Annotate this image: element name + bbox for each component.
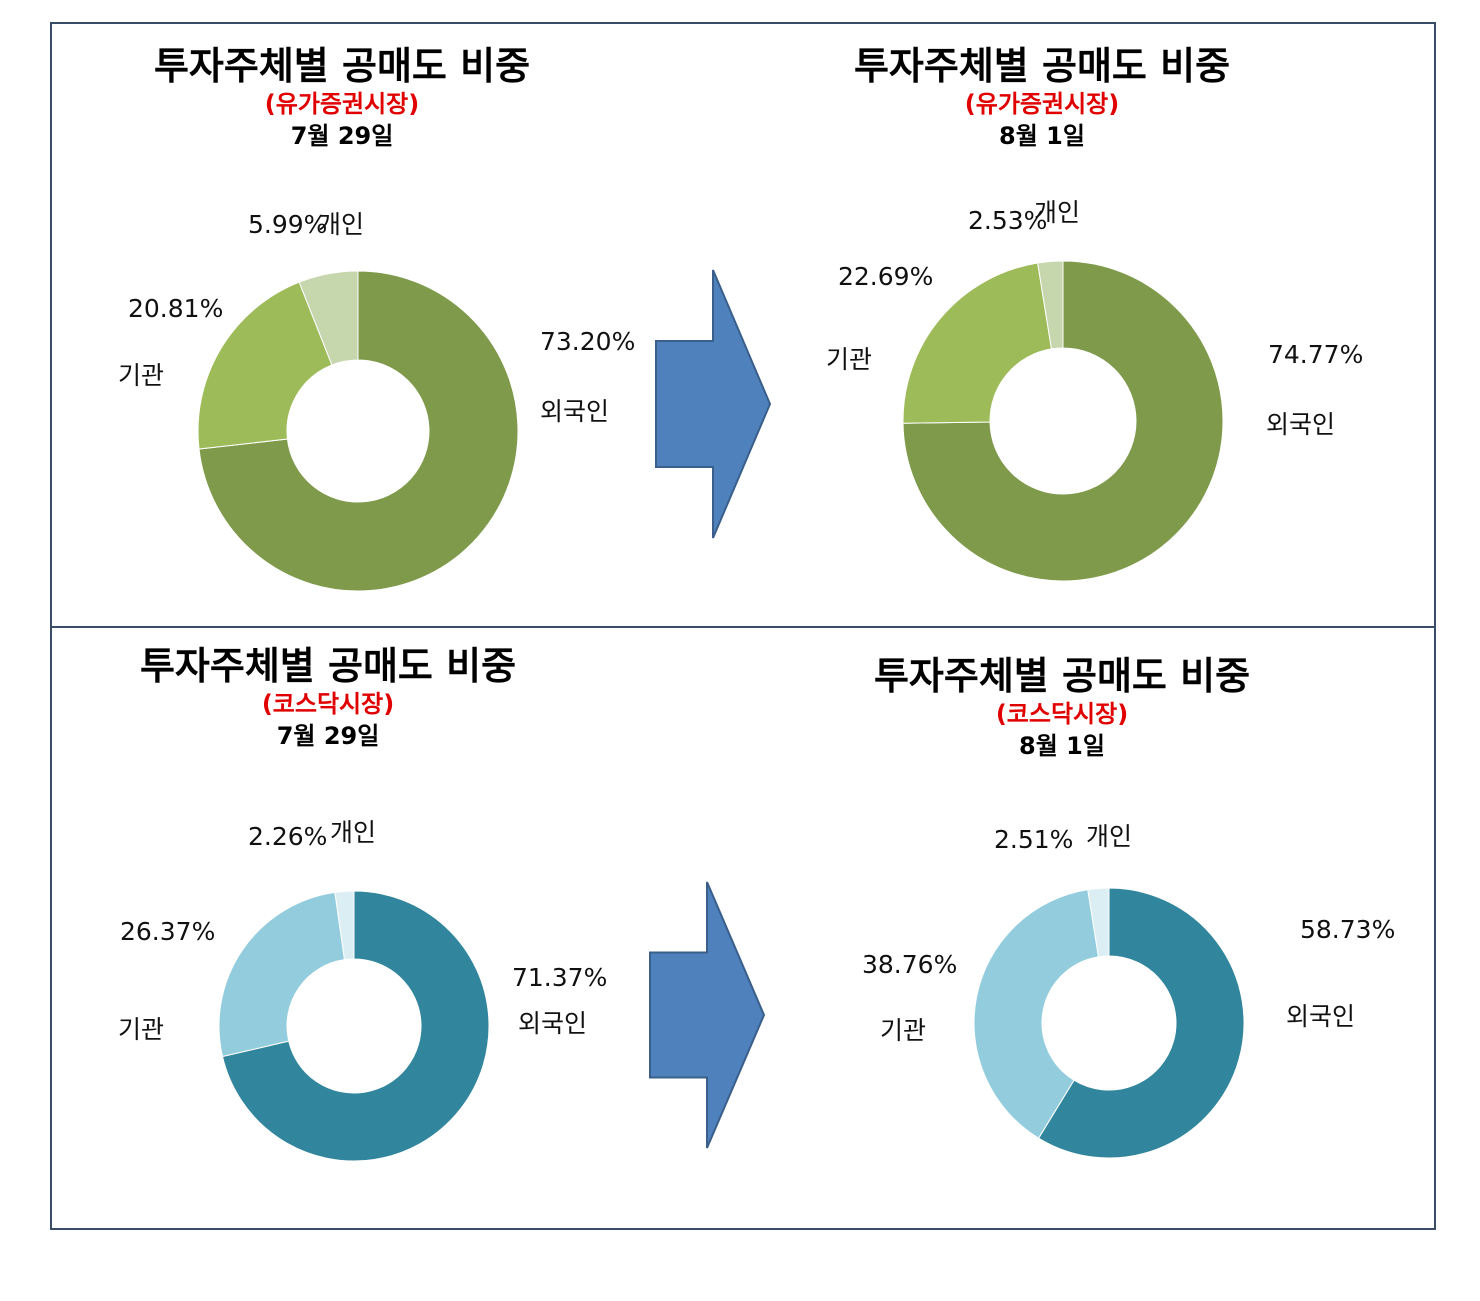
value-label: 5.99% bbox=[248, 210, 327, 239]
slice-2 bbox=[973, 889, 1100, 1139]
value-label: 2.51% bbox=[994, 825, 1073, 854]
category-label: 외국인 bbox=[540, 397, 609, 426]
date-label: 7월 29일 bbox=[276, 722, 380, 750]
market-label: (코스닥시장) bbox=[995, 700, 1129, 728]
category-label: 개인 bbox=[318, 210, 364, 239]
value-label: 2.53% bbox=[968, 206, 1047, 235]
chart-title: 투자주체별 공매도 비중 bbox=[853, 44, 1231, 88]
slice-2 bbox=[218, 891, 346, 1058]
market-label: (유가증권시장) bbox=[264, 90, 420, 118]
chart-header-4: 투자주체별 공매도 비중 (코스닥시장) 8월 1일 bbox=[874, 654, 1250, 762]
category-label: 개인 bbox=[330, 818, 376, 847]
value-label: 74.77% bbox=[1268, 340, 1363, 369]
date-label: 8월 1일 bbox=[999, 122, 1085, 150]
value-label: 73.20% bbox=[540, 327, 635, 356]
category-label: 개인 bbox=[1034, 198, 1080, 227]
slice-1 bbox=[1037, 887, 1245, 1159]
market-label: (코스닥시장) bbox=[261, 690, 395, 718]
value-label: 38.76% bbox=[862, 950, 957, 979]
date-label: 8월 1일 bbox=[1019, 732, 1105, 760]
category-label: 기관 bbox=[826, 345, 872, 374]
bottom-panel-kosdaq bbox=[50, 626, 1436, 1230]
value-label: 71.37% bbox=[512, 963, 607, 992]
slice-3 bbox=[1037, 260, 1064, 350]
chart-header-2: 투자주체별 공매도 비중 (유가증권시장) 8월 1일 bbox=[854, 44, 1230, 152]
slice-2 bbox=[197, 281, 333, 450]
category-label: 기관 bbox=[118, 1015, 164, 1044]
slice-3 bbox=[334, 890, 355, 961]
slice-2 bbox=[902, 262, 1053, 424]
chart-title: 투자주체별 공매도 비중 bbox=[139, 644, 517, 688]
category-label: 개인 bbox=[1086, 822, 1132, 851]
date-label: 7월 29일 bbox=[290, 122, 394, 150]
slice-1 bbox=[198, 270, 519, 592]
value-label: 22.69% bbox=[838, 262, 933, 291]
donut-chart-2: 74.77% 외국인 22.69% 기관 2.53%개인 bbox=[826, 198, 1363, 582]
donut-chart-3: 71.37% 외국인 26.37% 기관 2.26% 개인 bbox=[118, 818, 607, 1162]
category-label: 외국인 bbox=[518, 1009, 587, 1038]
category-label: 기관 bbox=[118, 361, 164, 390]
category-label: 기관 bbox=[880, 1016, 926, 1045]
chart-title: 투자주체별 공매도 비중 bbox=[873, 654, 1251, 698]
category-label: 외국인 bbox=[1266, 410, 1335, 439]
slice-1 bbox=[902, 260, 1224, 582]
slice-1 bbox=[221, 890, 490, 1162]
category-label: 외국인 bbox=[1286, 1002, 1355, 1031]
chart-header-1: 투자주체별 공매도 비중 (유가증권시장) 7월 29일 bbox=[154, 44, 530, 152]
donut-chart-1: 73.20% 외국인 20.81% 기관 5.99%개인 bbox=[118, 210, 635, 592]
market-label: (유가증권시장) bbox=[964, 90, 1120, 118]
slice-3 bbox=[1087, 887, 1110, 958]
value-label: 26.37% bbox=[120, 917, 215, 946]
chart-header-3: 투자주체별 공매도 비중 (코스닥시장) 7월 29일 bbox=[140, 644, 516, 752]
value-label: 20.81% bbox=[128, 294, 223, 323]
chart-title: 투자주체별 공매도 비중 bbox=[153, 44, 531, 88]
right-arrow-icon bbox=[649, 881, 766, 1149]
donut-chart-4: 58.73% 외국인 38.76% 기관 2.51% 개인 bbox=[862, 822, 1395, 1159]
value-label: 2.26% bbox=[248, 822, 327, 851]
value-label: 58.73% bbox=[1300, 915, 1395, 944]
right-arrow-icon bbox=[655, 269, 772, 539]
slice-3 bbox=[298, 270, 359, 366]
